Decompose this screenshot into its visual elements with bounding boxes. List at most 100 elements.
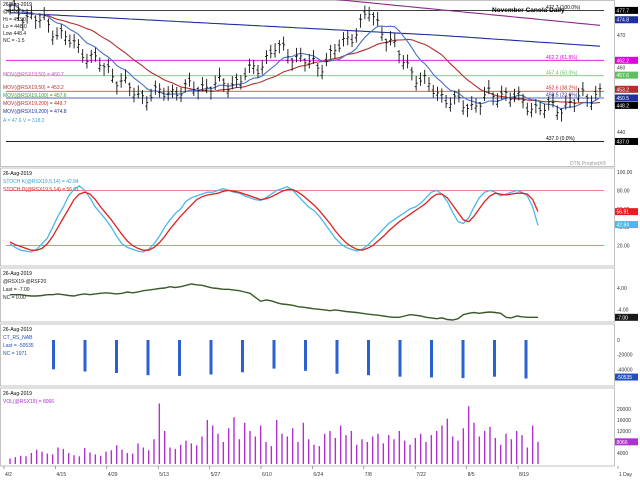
price-tick-0: 440 xyxy=(617,130,626,136)
price-badge-3: 457.6 xyxy=(617,73,630,79)
cot-bar xyxy=(209,340,213,375)
stoch-tick-0: 20.00 xyxy=(617,244,630,250)
price-badge-4: 453.2 xyxy=(617,87,630,93)
cot-bar xyxy=(241,340,244,373)
cot-bar xyxy=(493,340,496,377)
price-badge-5: 450.5 xyxy=(617,96,630,102)
level-label-3: 452.6 (38.2%) xyxy=(546,86,578,92)
ma-legend-2: MOV(@RSX19,50) = 453.2 xyxy=(3,85,64,91)
spread-badge-bg-0 xyxy=(615,313,638,321)
watermark: DTN ProphetX® xyxy=(570,160,607,167)
stoch-date: 26-Aug-2019 xyxy=(3,171,32,177)
commitment-panel-frame xyxy=(0,323,615,387)
stoch-badge-1: 42.84 xyxy=(617,223,630,229)
spread-panel-frame xyxy=(0,267,615,323)
cot-bar xyxy=(430,340,433,378)
x-tick-7: 7/8 xyxy=(365,472,372,478)
cot-badge-0: -50535 xyxy=(617,375,633,381)
price-moving-averages xyxy=(9,0,601,110)
cot-last: Last = -50535 xyxy=(3,343,34,349)
ma-legend-6: A = 47.6 V = 318.2 xyxy=(3,118,45,124)
x-tick-4: 5/27 xyxy=(211,472,221,478)
ma-blue-short xyxy=(9,4,601,110)
stoch-badge-bg-0 xyxy=(615,208,638,216)
vol-date: 26-Aug-2019 xyxy=(3,391,32,397)
vol-tick-2: 12000 xyxy=(617,429,631,435)
spread-last: Last = -7.00 xyxy=(3,287,30,293)
level-label-2: 457.4 (50.0%) xyxy=(546,70,578,76)
spread-line xyxy=(10,283,538,321)
x-axis: 4/2 4/15 4/29 5/13 5/27 6/10 6/24 7/8 7/22 8/5 8/1… xyxy=(3,466,633,478)
price-badge-bg-5 xyxy=(615,94,638,102)
price-badge-bg-0 xyxy=(615,6,638,14)
vol-badge-bg-0 xyxy=(615,438,638,446)
price-panel-frame xyxy=(0,0,615,167)
cot-bar xyxy=(178,340,181,376)
volume-panel-frame xyxy=(0,387,615,467)
x-tick-11: 1 Day xyxy=(619,472,633,478)
stoch-tick-3: 80.00 xyxy=(617,188,630,194)
x-tick-6: 6/24 xyxy=(313,472,323,478)
x-tick-1: 4/15 xyxy=(56,472,66,478)
cot-tick-1: -20000 xyxy=(617,353,633,359)
spread-symbol: @RSX19-@RSF20 xyxy=(3,279,46,285)
x-tick-10: 8/19 xyxy=(519,472,529,478)
commitment-plot: -40000 -20000 0 -50535 xyxy=(52,338,638,381)
spread-nc: NC = 0.00 xyxy=(3,295,26,301)
cot-bar xyxy=(398,340,402,377)
price-symbol: @RSX19 xyxy=(3,9,24,15)
price-badge-bg-2 xyxy=(615,56,638,64)
ma-blue-long xyxy=(9,12,601,47)
price-tick-3: 470 xyxy=(617,33,626,39)
ma-legend-1: MOV(@RSX19,50) = 460.7 xyxy=(3,72,64,78)
price-hi-label: Hi = 453.0 xyxy=(3,17,26,23)
ma-legend-3: MOV(@RSX19,100) = 457.6 xyxy=(3,93,67,99)
price-levels: 477.7 (100.0%) 462.2 (61.8%) 457.4 (50.0%)… xyxy=(6,5,604,142)
stoch-badge-0: 56.91 xyxy=(617,210,630,216)
stoch-d-line xyxy=(9,188,539,251)
vol-tick-4: 20000 xyxy=(617,407,631,413)
level-label-1: 462.2 (61.8%) xyxy=(546,55,578,61)
cot-nc: NC = 1971 xyxy=(3,351,27,357)
spread-badge-0: -7.00 xyxy=(617,315,629,321)
x-tick-3: 5/13 xyxy=(159,472,169,478)
price-badge-bg-4 xyxy=(615,85,638,93)
price-badge-bg-7 xyxy=(615,137,638,145)
price-badge-1: 474.8 xyxy=(617,18,630,24)
x-tick-8: 7/22 xyxy=(416,472,426,478)
stoch-k-legend: STOCH K(@RSX19,5,14) = 42.84 xyxy=(3,179,79,185)
cot-bar xyxy=(461,340,465,379)
x-tick-5: 6/10 xyxy=(262,472,272,478)
price-axis-ticks: 440450460470 xyxy=(617,33,626,136)
price-badge-bg-1 xyxy=(615,16,638,24)
stoch-k-line xyxy=(9,184,539,253)
stoch-tick-1: 40.00 xyxy=(617,225,630,231)
level-label-4: 450.5 (23.6%) xyxy=(546,92,578,98)
price-nc-label: NC = -1.5 xyxy=(3,38,25,44)
price-badge-2: 462.2 xyxy=(617,58,630,64)
price-low-label: Low 448.4 xyxy=(3,31,26,37)
cot-bar xyxy=(335,340,339,374)
cot-symbol: CT_RS_NAB xyxy=(3,335,33,341)
vol-tick-3: 16000 xyxy=(617,418,631,424)
cot-bar xyxy=(146,340,150,376)
price-lo-label: Lo = 448.0 xyxy=(3,24,27,30)
price-tick-2: 460 xyxy=(617,65,626,71)
price-badge-6: 448.2 xyxy=(617,103,630,109)
price-badge-bg-6 xyxy=(615,101,638,109)
cot-tick-0: -40000 xyxy=(617,367,633,373)
x-tick-9: 8/5 xyxy=(468,472,475,478)
vol-badge-0: 8066 xyxy=(617,440,628,446)
panel-frames xyxy=(0,0,615,467)
vol-legend: VOL(@RSX19) = 8066 xyxy=(3,399,54,405)
cot-badge-bg-0 xyxy=(615,373,638,381)
price-badge-7: 437.0 xyxy=(617,139,630,145)
cot-tick-2: 0 xyxy=(617,338,620,344)
cot-bar xyxy=(272,340,276,369)
spread-tick-0: -4.00 xyxy=(617,307,629,313)
level-label-5: 437.0 (0.0%) xyxy=(546,136,575,142)
stoch-tick-4: 100.00 xyxy=(617,170,633,176)
